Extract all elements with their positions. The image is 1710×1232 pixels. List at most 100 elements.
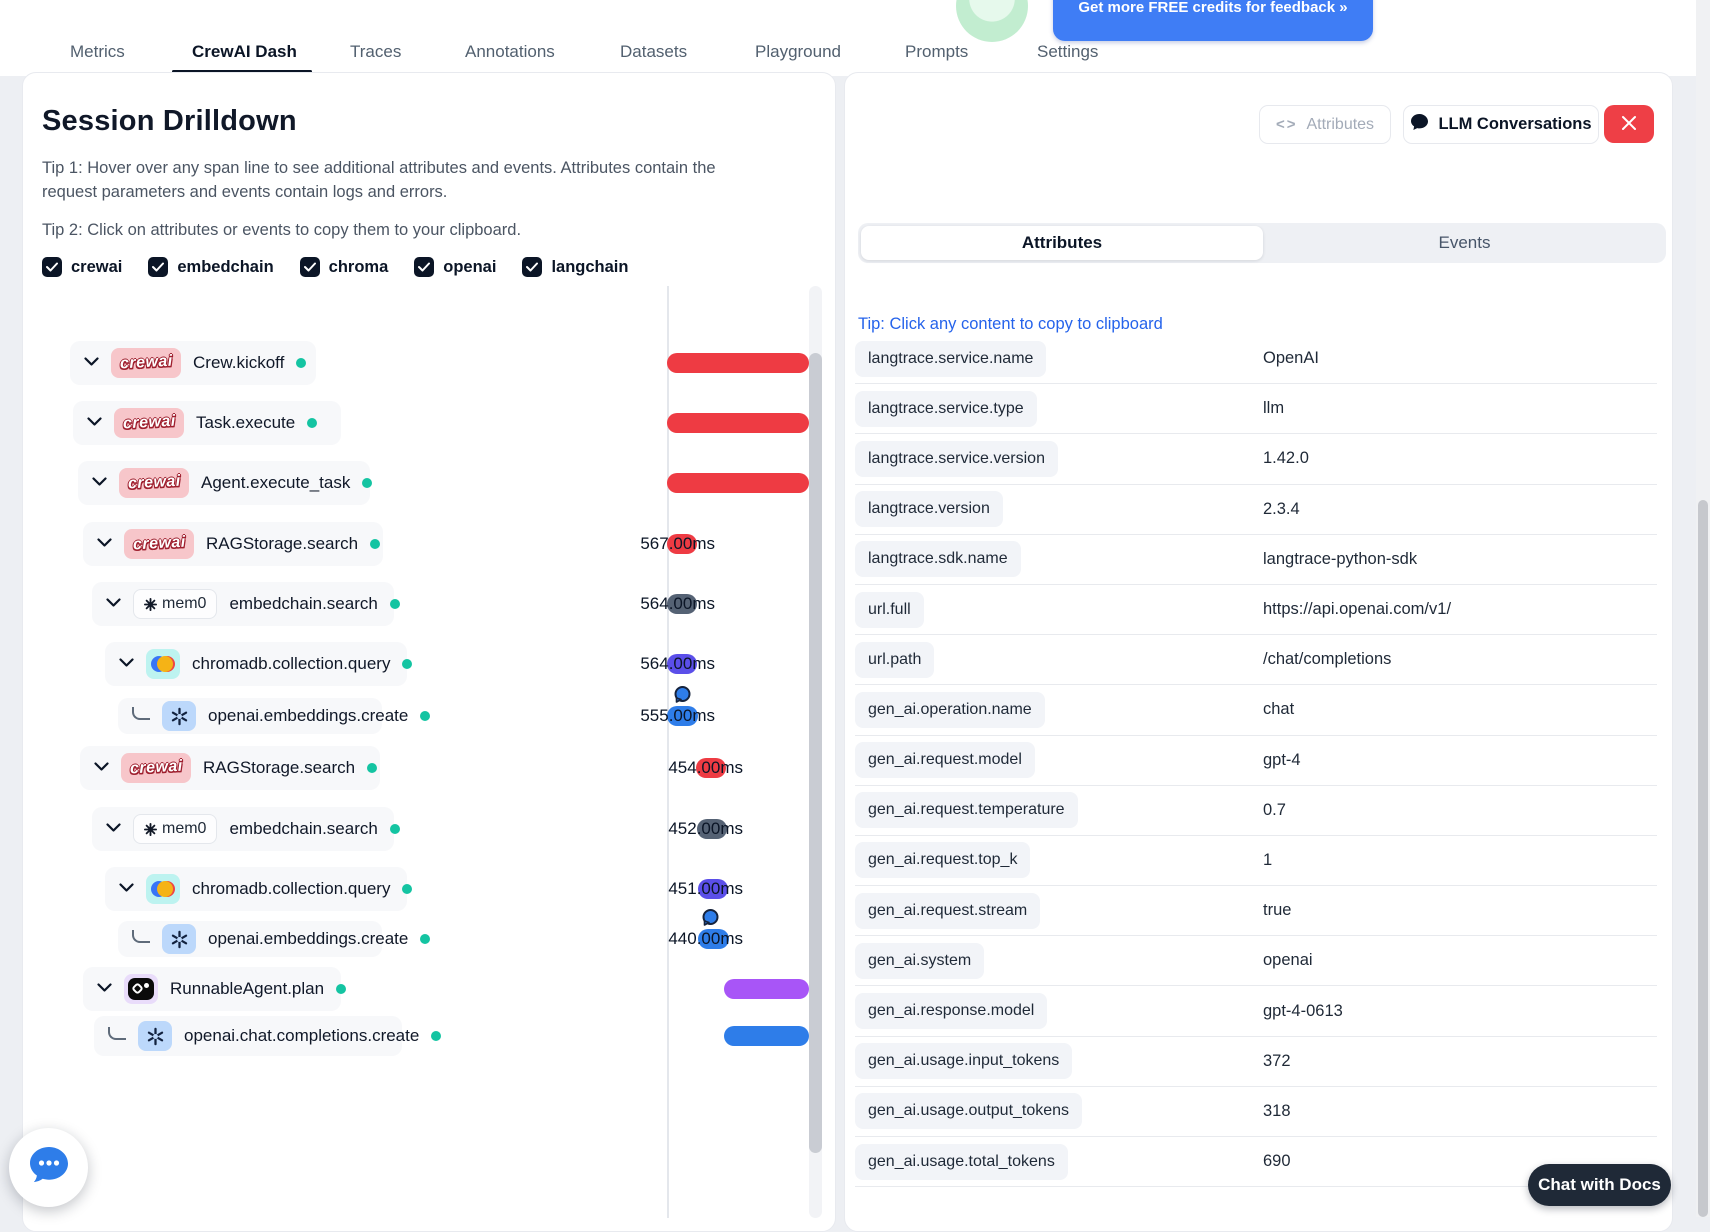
attribute-key[interactable]: langtrace.service.type — [855, 390, 1037, 427]
attribute-value[interactable]: 0.7 — [1263, 800, 1286, 819]
checkbox-checked-icon[interactable] — [148, 257, 169, 277]
attribute-value[interactable]: true — [1263, 901, 1292, 920]
nav-tab-prompts[interactable]: Prompts — [905, 42, 969, 61]
chevron-down-icon[interactable] — [84, 354, 99, 372]
tab-attributes[interactable]: Attributes — [861, 226, 1263, 260]
span-row-openai-chat-completions-create[interactable]: openai.chat.completions.create — [94, 1016, 442, 1056]
filter-crewai[interactable]: crewai — [42, 257, 122, 277]
attribute-key[interactable]: gen_ai.request.top_k — [855, 842, 1031, 879]
nav-tab-traces[interactable]: Traces — [350, 42, 402, 61]
checkbox-checked-icon[interactable] — [522, 257, 543, 277]
avatar[interactable] — [956, 0, 1028, 42]
timeline-bar[interactable] — [724, 979, 809, 999]
attribute-value[interactable]: openai — [1263, 951, 1313, 970]
nav-tab-datasets[interactable]: Datasets — [620, 42, 688, 61]
chevron-down-icon[interactable] — [119, 880, 134, 898]
timeline-bar[interactable] — [667, 413, 809, 433]
span-row-runnableagent-plan[interactable]: RunnableAgent.plan — [83, 967, 347, 1011]
attribute-key[interactable]: langtrace.sdk.name — [855, 541, 1021, 578]
attribute-key[interactable]: gen_ai.usage.output_tokens — [855, 1093, 1083, 1130]
attribute-value[interactable]: 318 — [1263, 1101, 1291, 1120]
span-row-crew-kickoff[interactable]: crewai Crew.kickoff — [70, 341, 316, 385]
span-row-ragstorage-search[interactable]: crewai RAGStorage.search — [80, 746, 380, 790]
attribute-key[interactable]: langtrace.service.version — [855, 440, 1058, 477]
close-button[interactable] — [1604, 105, 1654, 143]
chat-widget-button[interactable] — [9, 1128, 88, 1207]
attributes-view-button[interactable]: <> Attributes — [1259, 105, 1391, 144]
timeline-bar[interactable] — [698, 929, 729, 949]
get-credits-button[interactable]: Get more FREE credits for feedback » — [1053, 0, 1373, 41]
attribute-key[interactable]: langtrace.version — [855, 491, 1003, 528]
tree-scrollbar-thumb[interactable] — [809, 353, 822, 1153]
filter-chroma[interactable]: chroma — [299, 257, 388, 277]
span-row-embedchain-search[interactable]: mem0 embedchain.search — [92, 807, 400, 851]
llm-conversations-button[interactable]: LLM Conversations — [1403, 105, 1599, 144]
timeline-bar[interactable] — [667, 353, 809, 373]
attribute-key[interactable]: gen_ai.request.model — [855, 742, 1035, 779]
checkbox-checked-icon[interactable] — [299, 257, 320, 277]
attribute-value[interactable]: 1 — [1263, 850, 1273, 869]
attribute-key[interactable]: url.full — [855, 591, 924, 628]
chevron-down-icon[interactable] — [92, 474, 107, 492]
attribute-value[interactable]: 1.42.0 — [1263, 449, 1309, 468]
checkbox-checked-icon[interactable] — [42, 257, 62, 277]
attribute-value[interactable]: chat — [1263, 700, 1295, 719]
attribute-value[interactable]: 690 — [1263, 1152, 1291, 1171]
attribute-value[interactable]: gpt-4 — [1263, 750, 1301, 769]
attribute-value[interactable]: llm — [1263, 399, 1285, 418]
chevron-down-icon[interactable] — [106, 820, 121, 838]
nav-tab-settings[interactable]: Settings — [1037, 42, 1099, 61]
span-row-openai-embeddings-create[interactable]: openai.embeddings.create — [118, 921, 431, 957]
chevron-down-icon[interactable] — [97, 535, 112, 553]
span-row-agent-execute-task[interactable]: crewai Agent.execute_task — [78, 461, 373, 505]
span-row-chromadb-collection-query[interactable]: chromadb.collection.query — [105, 642, 413, 686]
attribute-key[interactable]: url.path — [855, 641, 935, 678]
filter-embedchain[interactable]: embedchain — [148, 257, 274, 277]
filter-langchain[interactable]: langchain — [522, 257, 628, 277]
span-row-ragstorage-search[interactable]: crewai RAGStorage.search — [83, 522, 383, 566]
checkbox-checked-icon[interactable] — [414, 257, 435, 277]
span-row-chromadb-collection-query[interactable]: chromadb.collection.query — [105, 867, 413, 911]
attribute-key[interactable]: langtrace.service.name — [855, 340, 1047, 377]
attribute-key[interactable]: gen_ai.usage.input_tokens — [855, 1043, 1073, 1080]
chat-with-docs-button[interactable]: Chat with Docs — [1528, 1164, 1671, 1206]
nav-tab-crewai-dash[interactable]: CrewAI Dash — [192, 42, 297, 61]
attribute-key[interactable]: gen_ai.request.temperature — [855, 792, 1078, 829]
timeline-bar[interactable] — [724, 1026, 809, 1046]
timeline-bar[interactable] — [696, 758, 726, 778]
attribute-value[interactable]: https://api.openai.com/v1/ — [1263, 600, 1452, 619]
attribute-value[interactable]: /chat/completions — [1263, 650, 1392, 669]
timeline-bar[interactable] — [698, 879, 728, 899]
attribute-key[interactable]: gen_ai.system — [855, 942, 985, 979]
nav-tab-annotations[interactable]: Annotations — [465, 42, 555, 61]
filter-openai[interactable]: openai — [414, 257, 496, 277]
chevron-down-icon[interactable] — [119, 655, 134, 673]
attribute-key[interactable]: gen_ai.response.model — [855, 993, 1048, 1030]
timeline-bar[interactable] — [667, 594, 697, 614]
attribute-value[interactable]: 2.3.4 — [1263, 499, 1300, 518]
span-row-embedchain-search[interactable]: mem0 embedchain.search — [92, 582, 400, 626]
attribute-key[interactable]: gen_ai.request.stream — [855, 892, 1041, 929]
timeline-bar[interactable] — [667, 473, 809, 493]
attribute-value[interactable]: gpt-4-0613 — [1263, 1001, 1343, 1020]
nav-tab-playground[interactable]: Playground — [755, 42, 842, 61]
attribute-value[interactable]: OpenAI — [1263, 349, 1319, 368]
timeline-bar[interactable] — [667, 654, 697, 674]
timeline-bar[interactable] — [697, 819, 727, 839]
chevron-down-icon[interactable] — [94, 759, 109, 777]
chevron-down-icon[interactable] — [97, 980, 112, 998]
attribute-value[interactable]: 372 — [1263, 1051, 1291, 1070]
attribute-key[interactable]: gen_ai.operation.name — [855, 691, 1045, 728]
attribute-key[interactable]: gen_ai.usage.total_tokens — [855, 1143, 1068, 1180]
timeline-bar[interactable] — [667, 534, 697, 554]
chevron-down-icon[interactable] — [87, 414, 102, 432]
chevron-down-icon[interactable] — [106, 595, 121, 613]
attribute-row: langtrace.service.type llm — [855, 384, 1657, 435]
nav-tab-metrics[interactable]: Metrics — [70, 42, 125, 61]
tab-events[interactable]: Events — [1438, 233, 1491, 252]
attribute-value[interactable]: langtrace-python-sdk — [1263, 549, 1418, 568]
page-scrollbar-thumb[interactable] — [1698, 500, 1708, 1217]
span-row-openai-embeddings-create[interactable]: openai.embeddings.create — [118, 698, 431, 734]
span-row-task-execute[interactable]: crewai Task.execute — [73, 401, 341, 445]
timeline-bar[interactable] — [667, 706, 698, 726]
